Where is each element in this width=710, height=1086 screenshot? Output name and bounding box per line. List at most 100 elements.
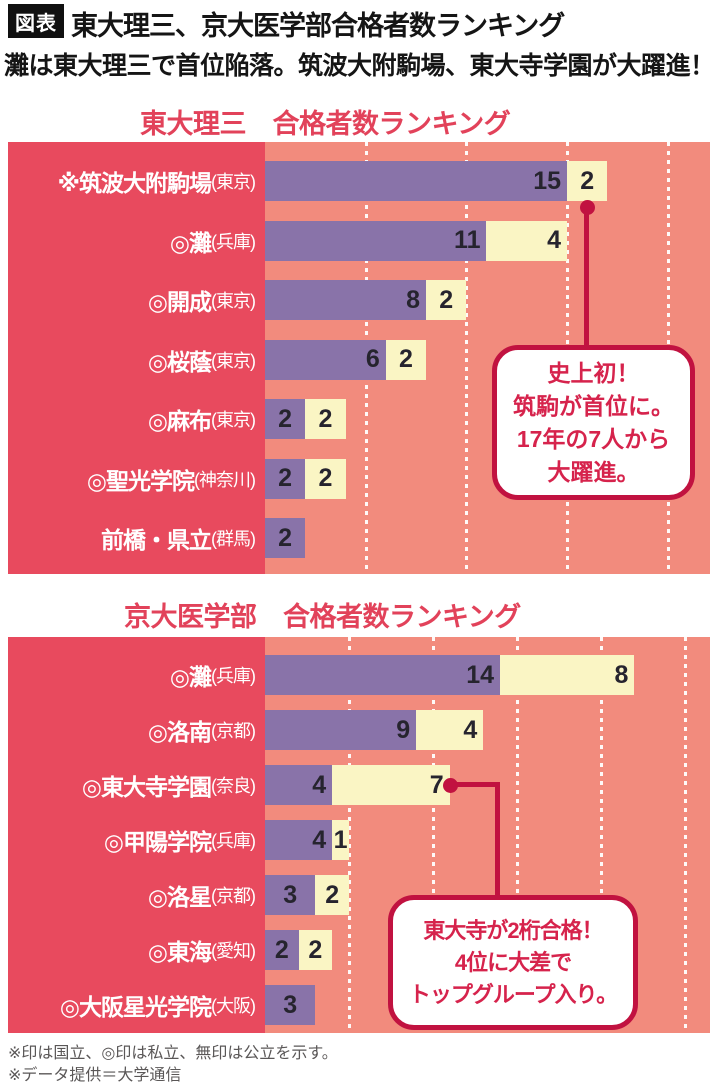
bar-primary-segment: 15 bbox=[265, 161, 568, 201]
bar-value: 2 bbox=[318, 464, 333, 492]
chart1-label-column bbox=[8, 142, 265, 574]
footnote-legend: ※印は国立、◎印は私立、無印は公立を示す。 bbox=[8, 1045, 338, 1062]
callout1-anchor-dot bbox=[580, 200, 595, 215]
prefecture: (兵庫) bbox=[211, 831, 256, 851]
prefecture: (奈良) bbox=[211, 776, 256, 796]
row-label: ◎桜蔭 (東京) bbox=[8, 340, 265, 380]
school-name: ◎麻布 bbox=[147, 408, 212, 434]
bar-row: ◎麻布 (東京) 2 2 bbox=[8, 399, 710, 439]
callout1-connector-line bbox=[584, 210, 589, 346]
prefecture: (東京) bbox=[211, 172, 256, 192]
school-name: ◎桜蔭 bbox=[147, 348, 212, 375]
bar-row: ◎甲陽学院 (兵庫) 4 1 bbox=[8, 820, 710, 860]
prefecture: (東京) bbox=[211, 291, 256, 311]
main-title: 東大理三、京大医学部合格者数ランキング bbox=[71, 11, 565, 41]
row-label: ◎麻布 (東京) bbox=[8, 399, 265, 439]
prefecture: (神奈川) bbox=[194, 469, 256, 490]
bar-row: ◎桜蔭 (東京) 6 2 bbox=[8, 339, 710, 380]
school-name: ◎東大寺学園 bbox=[81, 774, 212, 800]
bar-secondary-segment: 2 bbox=[385, 339, 427, 380]
bar-primary-segment: 4 bbox=[265, 765, 333, 805]
prefecture: (愛知) bbox=[211, 941, 256, 961]
bar-primary-segment: 14 bbox=[265, 655, 501, 695]
bar-row: ◎洛南 (京都) 9 4 bbox=[8, 710, 710, 750]
bar-primary-segment: 3 bbox=[265, 875, 316, 915]
bar-value: 4 bbox=[463, 715, 478, 744]
bar-value: 2 bbox=[325, 880, 340, 909]
row-label: ◎東海 (愛知) bbox=[8, 930, 265, 970]
figure-badge: 図表 bbox=[8, 4, 64, 38]
gridline bbox=[599, 637, 603, 1033]
bar-secondary-segment: 2 bbox=[315, 875, 349, 915]
bar-value: 14 bbox=[466, 660, 495, 689]
bar-secondary-segment: 1 bbox=[332, 820, 349, 860]
callout1-bubble: 史上初！ 筑駒が首位に。 17年の7人から 大躍進。 bbox=[492, 345, 695, 500]
bar-value: 3 bbox=[283, 990, 298, 1019]
bar-value: 2 bbox=[439, 285, 454, 314]
gridline bbox=[431, 637, 435, 1033]
callout1-line: 17年の7人から bbox=[516, 425, 671, 452]
subtitle: 灘は東大理三で首位陥落。筑波大附駒場、東大寺学園が大躍進！ bbox=[4, 52, 710, 80]
bar-value: 11 bbox=[454, 226, 481, 254]
bar-primary-segment: 8 bbox=[265, 280, 427, 320]
bar-primary-segment: 2 bbox=[265, 518, 306, 558]
prefecture: (群馬) bbox=[211, 529, 256, 549]
school-name: ◎開成 bbox=[147, 289, 212, 315]
prefecture: (京都) bbox=[211, 721, 256, 741]
bar-primary-segment: 2 bbox=[265, 458, 306, 499]
bar-value: 1 bbox=[333, 825, 348, 854]
bar-value: 4 bbox=[547, 226, 562, 254]
bar-value: 2 bbox=[278, 464, 293, 492]
bar-primary-segment: 4 bbox=[265, 820, 333, 860]
bar-secondary-segment: 2 bbox=[298, 930, 333, 970]
prefecture: (東京) bbox=[211, 350, 256, 371]
row-label: ◎大阪星光学院 (大阪) bbox=[8, 985, 265, 1025]
school-name: 前橋・県立 bbox=[101, 527, 212, 553]
bar-row: ◎聖光学院 (神奈川) 2 2 bbox=[8, 458, 710, 499]
school-name: ◎洛南 bbox=[147, 719, 212, 745]
chart1-title: 東大理三 合格者数ランキング bbox=[140, 109, 511, 139]
callout1-line: 大躍進。 bbox=[547, 458, 640, 485]
gridline bbox=[347, 637, 351, 1033]
callout1-line: 史上初！ bbox=[547, 359, 640, 386]
bar-value: 8 bbox=[406, 285, 421, 314]
footnote-source: ※データ提供＝大学通信 bbox=[8, 1067, 182, 1084]
bar-value: 2 bbox=[318, 404, 333, 433]
bar-value: 2 bbox=[278, 404, 293, 433]
callout2-line: 4位に大差で bbox=[454, 949, 572, 975]
gridline bbox=[683, 637, 687, 1033]
bar-row: ◎灘 (兵庫) 11 4 bbox=[8, 220, 710, 261]
bar-value: 6 bbox=[365, 345, 380, 373]
row-label: ◎開成 (東京) bbox=[8, 280, 265, 320]
bar-value: 9 bbox=[396, 715, 411, 744]
bar-row: ◎東海 (愛知) 2 2 bbox=[8, 930, 710, 970]
bar-secondary-segment: 2 bbox=[426, 280, 467, 320]
bar-value: 4 bbox=[312, 825, 327, 854]
row-label: ◎洛星 (京都) bbox=[8, 875, 265, 915]
bar-secondary-segment: 8 bbox=[500, 655, 635, 695]
callout2-connector-line bbox=[452, 782, 500, 787]
bar-primary-segment: 3 bbox=[265, 985, 316, 1025]
row-label: ◎洛南 (京都) bbox=[8, 710, 265, 750]
prefecture: (大阪) bbox=[211, 996, 256, 1016]
bar-value: 7 bbox=[429, 770, 444, 799]
school-name: ◎大阪星光学院 bbox=[59, 994, 212, 1020]
bar-value: 2 bbox=[278, 523, 293, 552]
school-name: ◎灘 bbox=[169, 229, 212, 256]
bar-row: ◎大阪星光学院 (大阪) 3 bbox=[8, 985, 710, 1025]
callout2-bubble: 東大寺が2桁合格！ 4位に大差で トップグループ入り。 bbox=[388, 895, 638, 1030]
row-label: 前橋・県立 (群馬) bbox=[8, 518, 265, 558]
chart2-label-column bbox=[8, 637, 265, 1033]
bar-primary-segment: 2 bbox=[265, 399, 306, 439]
school-name: ◎聖光学院 bbox=[86, 467, 195, 494]
row-label: ◎灘 (兵庫) bbox=[8, 655, 265, 695]
gridline bbox=[465, 142, 469, 574]
row-label: ◎甲陽学院 (兵庫) bbox=[8, 820, 265, 860]
bar-row: ◎灘 (兵庫) 14 8 bbox=[8, 655, 710, 695]
bar-row: 前橋・県立 (群馬) 2 bbox=[8, 518, 710, 558]
bar-primary-segment: 11 bbox=[265, 220, 487, 261]
school-name: ◎東海 bbox=[147, 939, 212, 965]
row-label: ◎聖光学院 (神奈川) bbox=[8, 459, 265, 499]
callout2-line: 東大寺が2桁合格！ bbox=[423, 917, 603, 943]
